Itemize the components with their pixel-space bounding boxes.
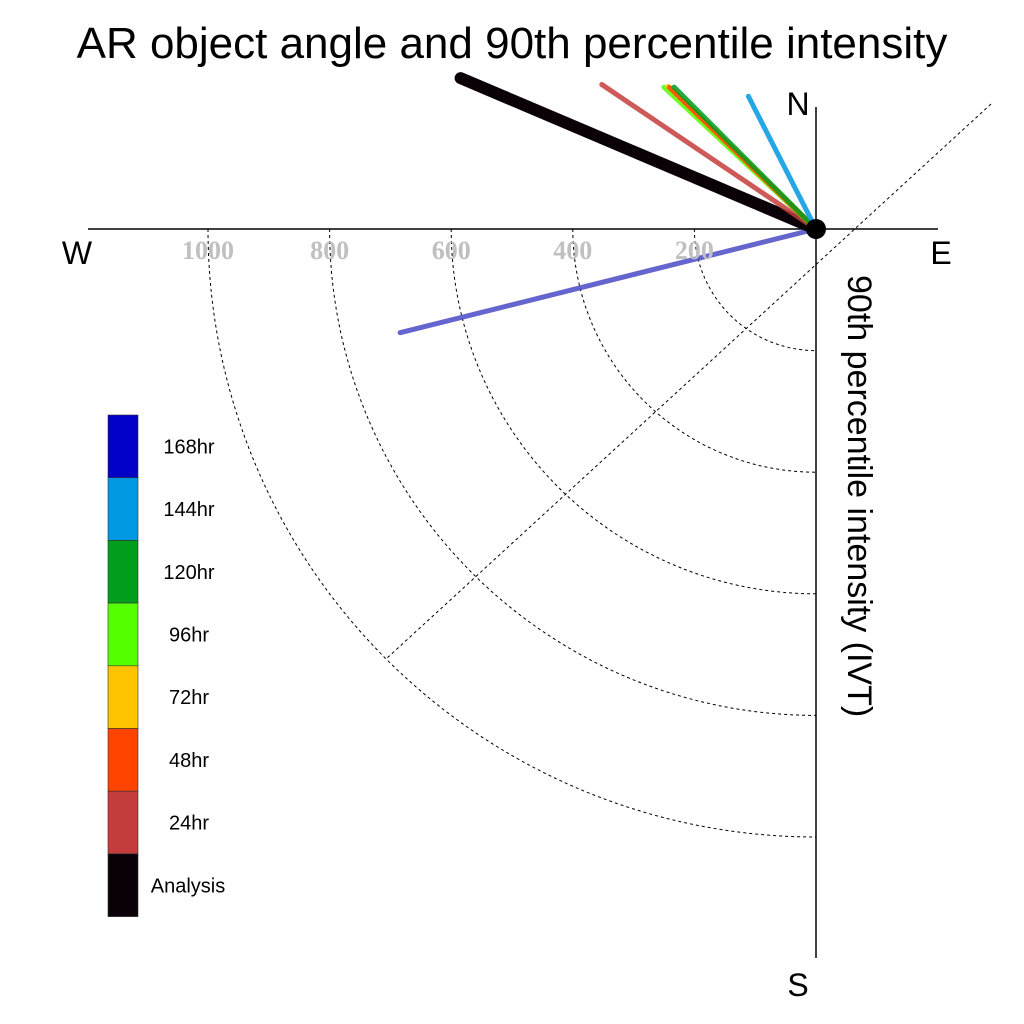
legend-swatch-72hr [107, 665, 139, 729]
legend-swatch-24hr [107, 790, 139, 855]
grid [207, 103, 992, 838]
series-line-168hr [397, 226, 819, 336]
grid-ring-4 [207, 228, 817, 838]
compass-north: N [786, 86, 809, 122]
legend-label-144hr: 144hr [163, 499, 214, 521]
radial-tick-label-0: 200 [675, 236, 714, 265]
legend-swatch-144hr [107, 477, 139, 541]
legend-label-24hr: 24hr [169, 813, 209, 835]
origin-dot [806, 219, 826, 239]
legend-swatch-168hr [107, 414, 139, 479]
series-line-144hr [745, 93, 819, 232]
radial-tick-label-4: 1000 [182, 236, 234, 265]
grid-ring-2 [450, 228, 817, 595]
series-line-analysis [454, 72, 822, 235]
radial-tick-label-1: 400 [553, 236, 592, 265]
grid-ring-1 [572, 228, 817, 473]
grid-diagonal [385, 103, 992, 660]
legend-label-48hr: 48hr [169, 750, 209, 772]
legend-label-120hr: 120hr [163, 562, 214, 584]
grid-ring-0 [693, 228, 817, 352]
legend-swatch-analysis [107, 853, 139, 917]
y-axis-label: 90th percentile intensity (IVT) [840, 275, 878, 717]
compass-south: S [787, 967, 808, 1003]
legend-swatch-48hr [107, 728, 139, 792]
series-lines [397, 72, 822, 336]
grid-ring-3 [329, 228, 817, 716]
radial-tick-label-3: 800 [310, 236, 349, 265]
chart-title: AR object angle and 90th percentile inte… [77, 19, 948, 68]
series-line-24hr [599, 82, 819, 232]
compass-east: E [930, 235, 951, 271]
legend: 168hr 144hr 120hr 96hr 72hr 48hr 24hr Analysis [107, 414, 225, 917]
legend-label-72hr: 72hr [169, 687, 209, 709]
legend-label-analysis: Analysis [151, 875, 225, 897]
legend-swatch-120hr [107, 540, 139, 604]
compass-west: W [62, 235, 93, 271]
radial-tick-label-2: 600 [432, 236, 471, 265]
series-line-120hr [671, 84, 819, 232]
legend-label-96hr: 96hr [169, 624, 209, 646]
legend-label-168hr: 168hr [163, 436, 214, 458]
legend-swatch-96hr [107, 602, 139, 667]
radial-tick-labels: 200 400 600 800 1000 [182, 236, 714, 265]
axes [88, 107, 938, 958]
